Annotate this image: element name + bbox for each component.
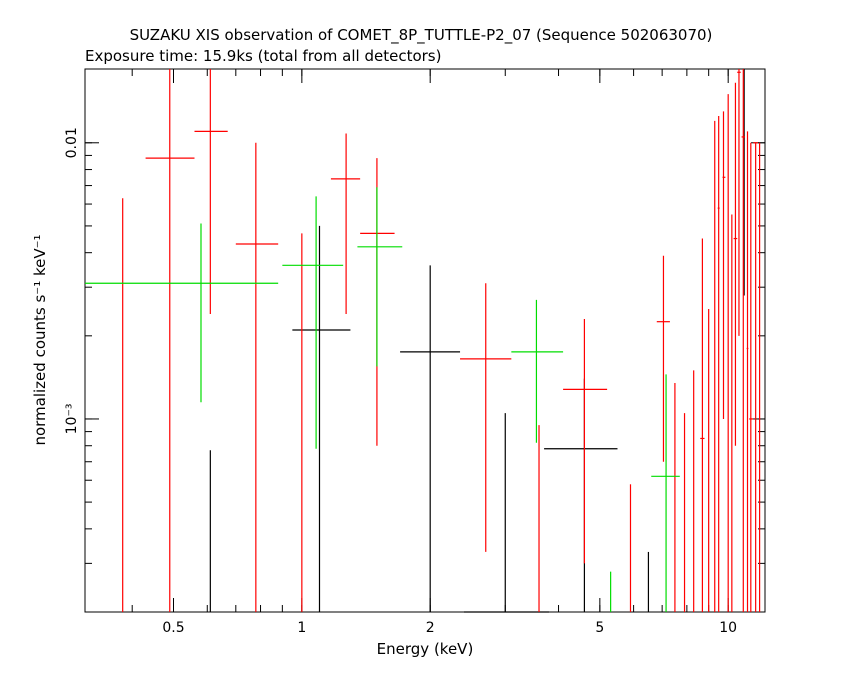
y-axis-label: normalized counts s⁻¹ keV⁻¹: [31, 234, 49, 445]
series-2: [122, 69, 761, 612]
data-point: [651, 374, 680, 612]
x-tick-label: 2: [426, 620, 435, 636]
x-tick-label: 10: [719, 620, 737, 636]
plot-frame: [84, 68, 766, 613]
data-point: [463, 413, 550, 613]
data-point: [511, 299, 564, 443]
data-point: [544, 378, 618, 612]
x-tick-label: 0.5: [162, 620, 184, 636]
x-axis-label: Energy (keV): [377, 640, 474, 658]
data-point: [330, 133, 361, 314]
tick-labels: 0.5 1 2 5 10 10⁻³ 0.01: [64, 127, 737, 636]
data-point: [563, 319, 608, 564]
data-point: [656, 255, 670, 462]
series-1: [209, 69, 745, 613]
chart-subtitle: Exposure time: 15.9ks (total from all de…: [85, 47, 441, 65]
data-point: [749, 142, 754, 612]
data-point: [85, 223, 279, 403]
y-tick-label: 0.01: [64, 127, 80, 158]
data-series: [85, 69, 761, 613]
data-point: [733, 82, 738, 446]
data-point: [460, 283, 512, 552]
x-tick-label: 5: [595, 620, 604, 636]
data-point: [145, 69, 195, 612]
data-point: [700, 238, 705, 612]
data-point: [753, 142, 759, 612]
y-tick-label: 10⁻³: [64, 404, 80, 435]
series-3: [85, 187, 680, 612]
x-tick-label: 1: [297, 620, 306, 636]
data-point: [717, 116, 720, 612]
data-point: [722, 111, 726, 419]
data-point: [737, 69, 741, 336]
data-point: [746, 131, 749, 612]
data-point: [357, 187, 403, 367]
data-point: [282, 196, 344, 449]
data-point: [400, 265, 461, 612]
data-point: [741, 69, 745, 612]
data-point: [758, 142, 761, 612]
data-point: [292, 225, 351, 612]
data-point: [194, 69, 228, 314]
data-point: [235, 142, 279, 612]
chart-title: SUZAKU XIS observation of COMET_8P_TUTTL…: [130, 26, 713, 45]
